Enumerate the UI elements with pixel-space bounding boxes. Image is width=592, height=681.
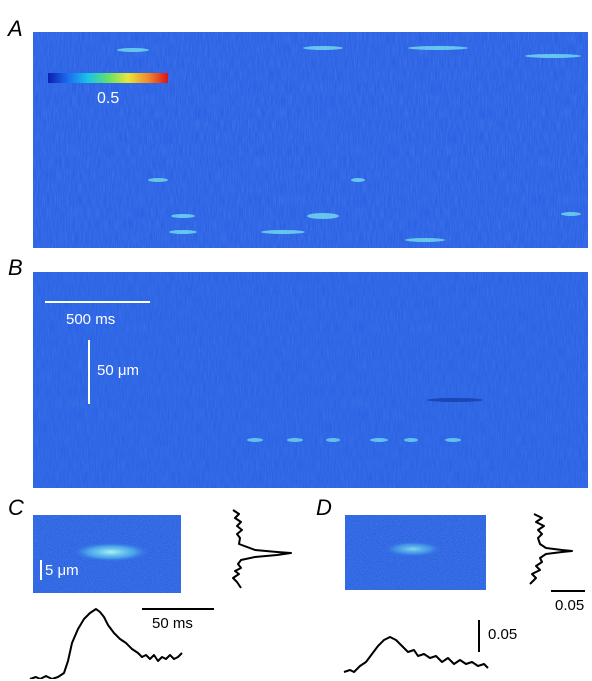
- spatial-profile-c: [232, 509, 292, 589]
- temporal-trace-c: [29, 608, 183, 679]
- amplitude-scalebar-right-label: 0.05: [555, 597, 585, 614]
- panel-letter-b: B: [8, 255, 23, 280]
- space-scalebar-large-label: 50 μm: [97, 362, 139, 379]
- panel-letter-c: C: [8, 495, 24, 520]
- colorbar: [48, 73, 168, 83]
- amplitude-scalebar-d: [478, 620, 480, 652]
- colorbar-gradient: [48, 73, 168, 83]
- spatial-profile-d: [529, 513, 573, 585]
- linescan-b-noise: [33, 272, 588, 488]
- spark-d-noise: [345, 515, 486, 590]
- space-scalebar-small: [40, 560, 42, 580]
- linescan-image-a: [33, 32, 588, 248]
- time-scalebar-small: [142, 608, 214, 610]
- time-scalebar-small-label: 50 ms: [152, 615, 193, 632]
- amplitude-scalebar-right: [551, 590, 585, 592]
- spark-image-d: [345, 515, 486, 590]
- panel-letter-d: D: [316, 495, 332, 520]
- colorbar-label: 0.5: [97, 90, 120, 107]
- spark-image-c: [33, 515, 181, 593]
- temporal-trace-d: [343, 636, 489, 673]
- spark-c-noise: [33, 515, 181, 593]
- time-scalebar-large: [45, 301, 150, 303]
- time-scalebar-large-label: 500 ms: [66, 311, 116, 328]
- space-scalebar-large: [88, 340, 90, 404]
- linescan-a-noise: [33, 32, 588, 248]
- space-scalebar-small-label: 5 μm: [45, 562, 79, 579]
- amplitude-scalebar-d-label: 0.05: [488, 626, 518, 643]
- panel-letter-a: A: [8, 16, 23, 41]
- linescan-image-b: [33, 272, 588, 488]
